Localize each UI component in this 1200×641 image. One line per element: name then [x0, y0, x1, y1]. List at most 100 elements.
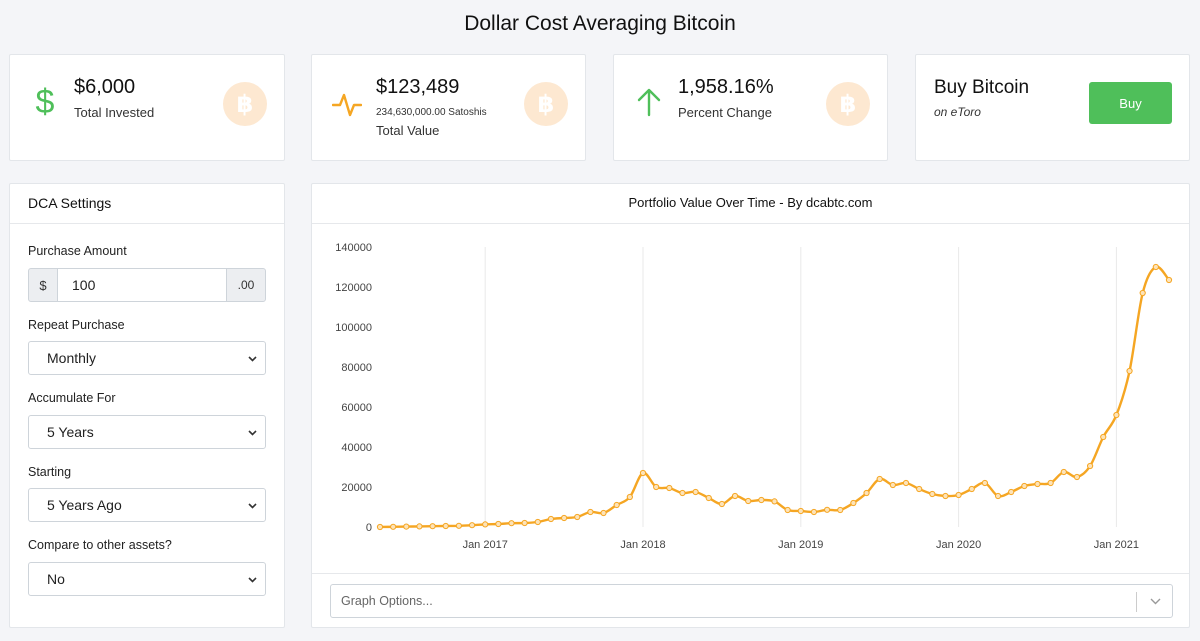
- data-point: [468, 522, 476, 529]
- total-value-card: $123,489 234,630,000.00 Satoshis Total V…: [311, 54, 586, 161]
- data-point: [587, 508, 594, 516]
- data-point: [666, 484, 673, 492]
- dca-settings-panel: DCA Settings Purchase Amount $ .00 Repea…: [9, 183, 285, 628]
- data-point: [613, 501, 620, 509]
- y-tick-label: 20000: [341, 482, 372, 494]
- y-tick-label: 120000: [335, 282, 372, 294]
- chevron-down-icon: [248, 356, 257, 362]
- data-point: [1034, 480, 1041, 488]
- y-tick-label: 40000: [341, 442, 372, 454]
- total-invested-value: $6,000: [74, 76, 136, 98]
- decimal-suffix: .00: [226, 268, 266, 302]
- y-tick-label: 100000: [335, 322, 372, 334]
- chart-panel: Portfolio Value Over Time - By dcabtc.co…: [311, 183, 1190, 628]
- data-point: [403, 523, 410, 530]
- bitcoin-badge-icon: ฿: [826, 82, 870, 126]
- purchase-amount-group: $ .00: [28, 268, 266, 302]
- data-point: [1100, 433, 1107, 441]
- compare-assets-label: Compare to other assets?: [28, 538, 172, 552]
- data-point: [1021, 482, 1028, 490]
- data-point: [1047, 479, 1054, 487]
- compare-assets-select[interactable]: No: [28, 562, 266, 596]
- data-point: [692, 488, 699, 496]
- data-point: [626, 493, 633, 501]
- data-point: [1087, 462, 1094, 470]
- chevron-down-icon: [248, 430, 257, 436]
- repeat-purchase-label: Repeat Purchase: [28, 318, 125, 332]
- percent-change-label: Percent Change: [678, 105, 772, 120]
- data-point: [547, 515, 555, 523]
- data-point: [639, 469, 647, 477]
- arrow-up-icon: [637, 88, 661, 117]
- data-point: [863, 489, 870, 497]
- total-value-satoshis: 234,630,000.00 Satoshis: [376, 107, 487, 118]
- data-point: [784, 506, 791, 514]
- data-point: [705, 494, 712, 502]
- data-point: [876, 475, 883, 483]
- starting-value: 5 Years Ago: [47, 497, 122, 513]
- data-point: [429, 523, 436, 530]
- x-tick-label: Jan 2021: [1094, 539, 1139, 551]
- starting-select[interactable]: 5 Years Ago: [28, 488, 266, 522]
- x-tick-label: Jan 2019: [778, 539, 823, 551]
- x-tick-label: Jan 2020: [936, 539, 981, 551]
- data-point: [1113, 411, 1120, 419]
- data-point: [495, 520, 502, 528]
- y-tick-label: 140000: [335, 242, 372, 254]
- data-point: [916, 485, 923, 493]
- data-point: [521, 519, 528, 527]
- graph-options-select[interactable]: Graph Options...: [330, 584, 1173, 618]
- page-title: Dollar Cost Averaging Bitcoin: [464, 12, 736, 35]
- data-point: [745, 497, 752, 505]
- chevron-down-icon: [1150, 598, 1161, 605]
- total-invested-label: Total Invested: [74, 105, 155, 120]
- data-point: [1152, 263, 1159, 271]
- data-point: [482, 521, 489, 528]
- starting-label: Starting: [28, 465, 72, 479]
- total-value-value: $123,489: [376, 76, 460, 98]
- data-point: [955, 491, 962, 499]
- data-point: [771, 498, 778, 505]
- data-point: [981, 479, 989, 487]
- data-point: [1165, 276, 1173, 284]
- compare-assets-value: No: [47, 571, 65, 587]
- purchase-amount-label: Purchase Amount: [28, 244, 127, 258]
- data-point: [1008, 488, 1015, 496]
- percent-change-value: 1,958.16%: [678, 76, 774, 98]
- purchase-amount-input[interactable]: [58, 268, 226, 302]
- svg-text:$: $: [36, 83, 55, 119]
- chevron-down-icon: [248, 577, 257, 583]
- data-point: [942, 492, 949, 500]
- data-point: [574, 513, 581, 521]
- data-point: [600, 509, 607, 517]
- total-value-label: Total Value: [376, 123, 440, 138]
- data-point: [797, 507, 804, 515]
- data-point: [653, 483, 660, 491]
- repeat-purchase-select[interactable]: Monthly: [28, 341, 266, 375]
- accumulate-for-select[interactable]: 5 Years: [28, 415, 266, 449]
- data-point: [731, 492, 739, 500]
- data-point: [968, 485, 975, 493]
- data-point: [718, 500, 725, 508]
- y-tick-label: 60000: [341, 402, 372, 414]
- buy-bitcoin-title: Buy Bitcoin: [934, 77, 1030, 98]
- data-point: [1126, 367, 1133, 375]
- data-point: [994, 492, 1002, 500]
- dca-settings-title: DCA Settings: [28, 195, 112, 211]
- y-tick-label: 0: [366, 522, 372, 534]
- currency-prefix: $: [28, 268, 58, 302]
- buy-button[interactable]: Buy: [1089, 82, 1172, 124]
- series-line: [379, 265, 1170, 529]
- data-point: [824, 506, 831, 513]
- data-point: [416, 523, 423, 530]
- data-point: [929, 490, 936, 498]
- data-point: [534, 518, 541, 526]
- y-tick-label: 80000: [341, 362, 372, 374]
- data-point: [889, 481, 896, 489]
- chart-header-divider: [312, 223, 1189, 224]
- portfolio-line-chart: Jan 2017 Jan 2018 Jan 2019 Jan 2020 Jan 2021…: [335, 242, 1173, 551]
- data-point: [561, 514, 568, 522]
- chart-title: Portfolio Value Over Time - By dcabtc.co…: [628, 195, 873, 210]
- data-point: [837, 506, 844, 514]
- data-point: [455, 522, 462, 529]
